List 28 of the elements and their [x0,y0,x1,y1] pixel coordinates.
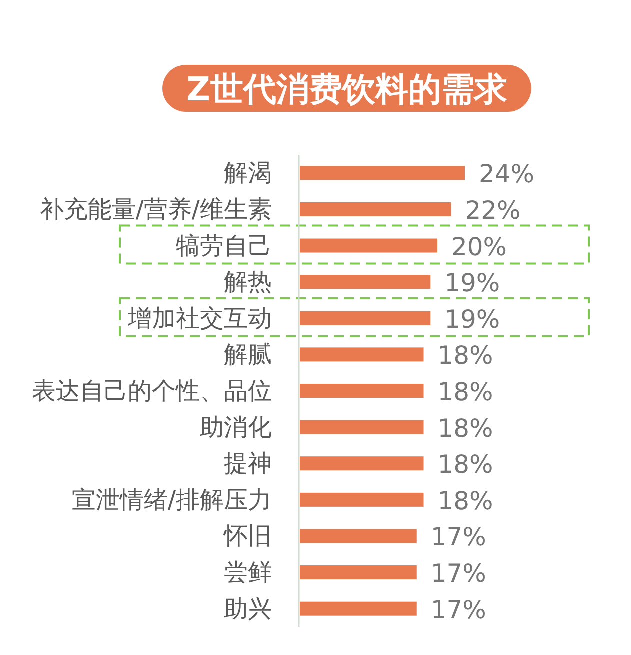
chart-title: Z世代消费饮料的需求 [186,70,508,108]
data-label: 20% [452,232,508,262]
category-label: 尝鲜 [224,558,272,587]
category-label: 表达自己的个性、品位 [32,377,272,405]
data-label: 22% [465,196,521,225]
category-label: 解热 [224,268,272,296]
category-label: 助消化 [200,413,272,442]
data-label: 19% [444,268,500,298]
category-label: 提神 [224,450,272,478]
data-label: 18% [438,450,494,480]
category-label: 解渴 [224,159,272,188]
data-label: 18% [438,414,494,443]
data-label: 18% [438,341,494,370]
data-label: 24% [479,160,535,189]
category-label: 解腻 [224,340,272,369]
title: Z世代消费饮料的需求 [162,65,532,112]
data-label: 18% [438,486,494,516]
category-label: 犒劳自己 [176,232,272,260]
category-label: 宣泄情绪/排解压力 [72,486,272,514]
category-label: 助兴 [224,594,272,623]
data-label: 17% [430,595,486,624]
data-label: 17% [430,559,486,588]
category-label: 补充能量/营养/维生素 [40,195,272,224]
category-label: 怀旧 [224,522,272,550]
category-label: 增加社交互动 [128,304,272,332]
data-label: 19% [444,304,500,334]
data-label: 17% [430,522,486,552]
data-label: 18% [438,378,494,406]
